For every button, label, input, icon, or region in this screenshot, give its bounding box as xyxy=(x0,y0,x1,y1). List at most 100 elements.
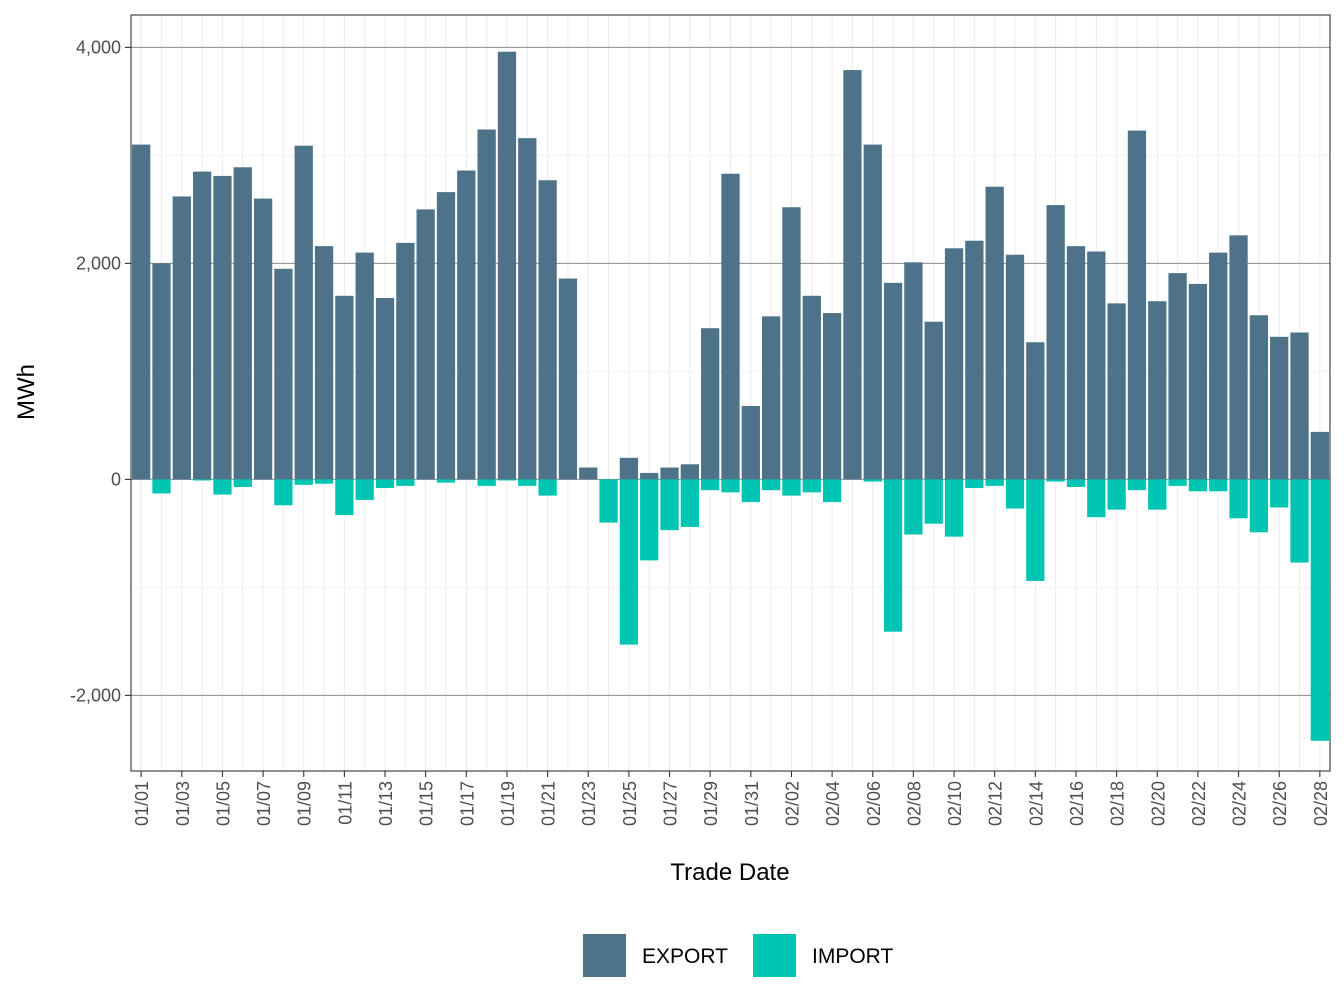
bar-export xyxy=(680,464,700,480)
x-tick-label: 02/18 xyxy=(1108,781,1128,826)
bar-export xyxy=(436,192,456,480)
bar-import xyxy=(396,479,415,486)
bar-export xyxy=(253,198,273,480)
bar-import xyxy=(1168,479,1187,486)
bar-import xyxy=(619,479,639,645)
bar-export xyxy=(1026,342,1045,480)
bar-import xyxy=(1249,479,1269,533)
bar-export xyxy=(782,207,801,480)
bar-export xyxy=(965,240,984,480)
bar-import xyxy=(1005,479,1025,509)
legend-key-import xyxy=(753,934,796,977)
bar-import xyxy=(1066,479,1086,487)
bar-export xyxy=(314,246,334,480)
bar-export xyxy=(396,242,415,480)
bar-import xyxy=(965,479,984,489)
bar-export xyxy=(132,144,151,480)
bar-export xyxy=(518,138,537,480)
bar-import xyxy=(924,479,943,524)
bar-export xyxy=(1046,205,1065,480)
bar-export xyxy=(1229,235,1248,480)
bar-import xyxy=(640,479,659,561)
bar-import xyxy=(1209,479,1228,492)
bar-export xyxy=(416,209,435,480)
legend-label-import: IMPORT xyxy=(812,945,893,968)
bar-import xyxy=(1026,479,1045,581)
bar-export xyxy=(558,278,578,480)
x-tick-label: 01/11 xyxy=(335,781,355,825)
x-tick-label: 01/19 xyxy=(498,781,518,826)
x-tick-label: 01/07 xyxy=(254,781,274,826)
x-tick-label: 02/02 xyxy=(782,781,802,826)
bar-import xyxy=(294,479,313,485)
legend: EXPORT IMPORT xyxy=(583,934,893,977)
y-tick-label: 4,000 xyxy=(76,37,121,57)
bar-export xyxy=(843,70,862,480)
bar-export xyxy=(192,171,212,480)
bar-export xyxy=(883,282,903,480)
bar-export xyxy=(822,313,842,480)
bar-import xyxy=(660,479,679,531)
x-tick-label: 02/12 xyxy=(986,781,1006,826)
y-axis-title: MWh xyxy=(13,364,40,420)
bar-export xyxy=(761,316,781,480)
bar-export xyxy=(701,328,720,480)
bar-export xyxy=(1310,431,1329,480)
x-tick-label: 02/04 xyxy=(823,781,843,826)
bar-export xyxy=(1005,254,1025,480)
bar-import xyxy=(721,479,740,493)
x-tick-label: 01/01 xyxy=(132,781,152,826)
bar-import xyxy=(1188,479,1208,492)
legend-key-export xyxy=(583,934,626,977)
bar-export xyxy=(172,196,191,480)
bar-import xyxy=(680,479,700,527)
y-tick-label: -2,000 xyxy=(70,685,121,705)
bar-import xyxy=(599,479,618,523)
y-axis: -2,000 0 2,000 4,000 xyxy=(70,37,131,705)
bar-import xyxy=(1270,479,1289,508)
bar-import xyxy=(1310,479,1329,741)
bar-import xyxy=(1229,479,1248,519)
bar-export xyxy=(1270,336,1289,480)
bar-export xyxy=(457,170,476,480)
x-tick-label: 01/21 xyxy=(539,781,559,826)
bar-export xyxy=(1127,130,1147,480)
bar-export xyxy=(1148,301,1167,480)
bar-import xyxy=(436,479,456,483)
bar-export xyxy=(375,297,395,480)
x-tick-label: 01/05 xyxy=(213,781,233,826)
bar-export xyxy=(1188,283,1208,480)
bar-export xyxy=(213,175,232,480)
y-tick-label: 2,000 xyxy=(76,253,121,273)
x-tick-label: 01/29 xyxy=(701,781,721,826)
x-tick-label: 01/09 xyxy=(295,781,315,826)
bar-export xyxy=(477,129,496,480)
x-tick-label: 01/03 xyxy=(173,781,193,826)
bar-import xyxy=(701,479,720,491)
bar-export xyxy=(1249,315,1269,480)
bar-export xyxy=(274,268,293,480)
bar-import xyxy=(944,479,964,537)
bar-export xyxy=(355,252,374,480)
bar-export xyxy=(863,144,882,480)
bar-export xyxy=(335,295,354,480)
bar-import xyxy=(497,479,517,481)
bar-export xyxy=(152,263,171,480)
bar-import xyxy=(1107,479,1126,510)
x-tick-label: 01/31 xyxy=(742,781,762,826)
bar-export xyxy=(640,472,659,480)
bar-import xyxy=(863,479,882,482)
x-tick-label: 02/22 xyxy=(1189,781,1209,826)
x-tick-label: 02/08 xyxy=(904,781,924,826)
x-tick-label: 02/26 xyxy=(1270,781,1290,826)
bar-import xyxy=(335,479,354,516)
bar-import xyxy=(1046,479,1065,482)
x-tick-label: 01/23 xyxy=(579,781,599,826)
bar-export xyxy=(802,295,821,480)
bar-export xyxy=(944,248,964,480)
y-tick-label: 0 xyxy=(111,469,121,489)
bar-import xyxy=(1148,479,1167,510)
bar-import xyxy=(761,479,781,491)
bar-import xyxy=(314,479,334,484)
